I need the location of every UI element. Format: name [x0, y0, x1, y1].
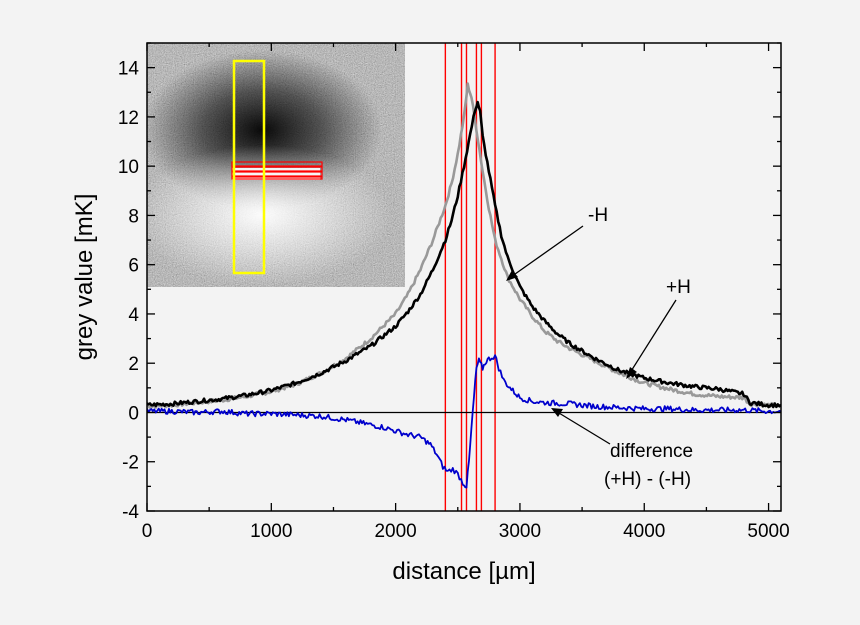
annotation-minus-h-label: -H: [588, 205, 608, 226]
series-line-0: [147, 100, 781, 409]
y-tick-label-0: -4: [122, 502, 139, 523]
inset-selection-box: [232, 59, 266, 275]
x-axis-title: distance [µm]: [392, 558, 535, 585]
y-tick-label-7: 10: [118, 157, 139, 178]
annotation-difference-line1: difference: [610, 441, 693, 462]
x-tick-label-2: 2000: [374, 521, 416, 542]
y-tick-label-9: 14: [118, 59, 140, 80]
y-tick-label-4: 4: [128, 305, 139, 326]
annotation-difference-line2: (+H) - (-H): [604, 469, 691, 490]
x-tick-label-0: 0: [142, 521, 153, 542]
inset-image: [147, 43, 405, 287]
x-tick-label-5: 5000: [747, 521, 789, 542]
annotation-difference: difference (+H) - (-H): [551, 408, 693, 490]
y-tick-label-5: 6: [128, 256, 139, 277]
y-axis-ticks: -4 -2 0 2 4 6 8 10 12 14: [118, 42, 781, 523]
x-axis-ticks: 0 1000 2000 3000 4000 5000: [142, 43, 790, 542]
y-axis-title: grey value [mK]: [71, 194, 98, 361]
annotation-plus-h: +H: [626, 277, 691, 379]
y-tick-label-3: 2: [128, 354, 139, 375]
inset-marker-lines: [231, 161, 323, 180]
y-tick-label-2: 0: [128, 403, 139, 424]
annotation-minus-h: -H: [506, 205, 608, 281]
y-tick-label-8: 12: [118, 108, 139, 129]
series-line-2: [147, 354, 781, 489]
series-group: [147, 82, 781, 489]
x-tick-label-3: 3000: [499, 521, 541, 542]
x-tick-label-1: 1000: [250, 521, 292, 542]
series-line-1: [147, 82, 781, 409]
y-tick-label-6: 8: [128, 206, 139, 227]
y-tick-label-1: -2: [122, 453, 139, 474]
annotation-plus-h-label: +H: [666, 277, 691, 298]
x-tick-label-4: 4000: [623, 521, 665, 542]
axes-frame: [146, 42, 782, 512]
